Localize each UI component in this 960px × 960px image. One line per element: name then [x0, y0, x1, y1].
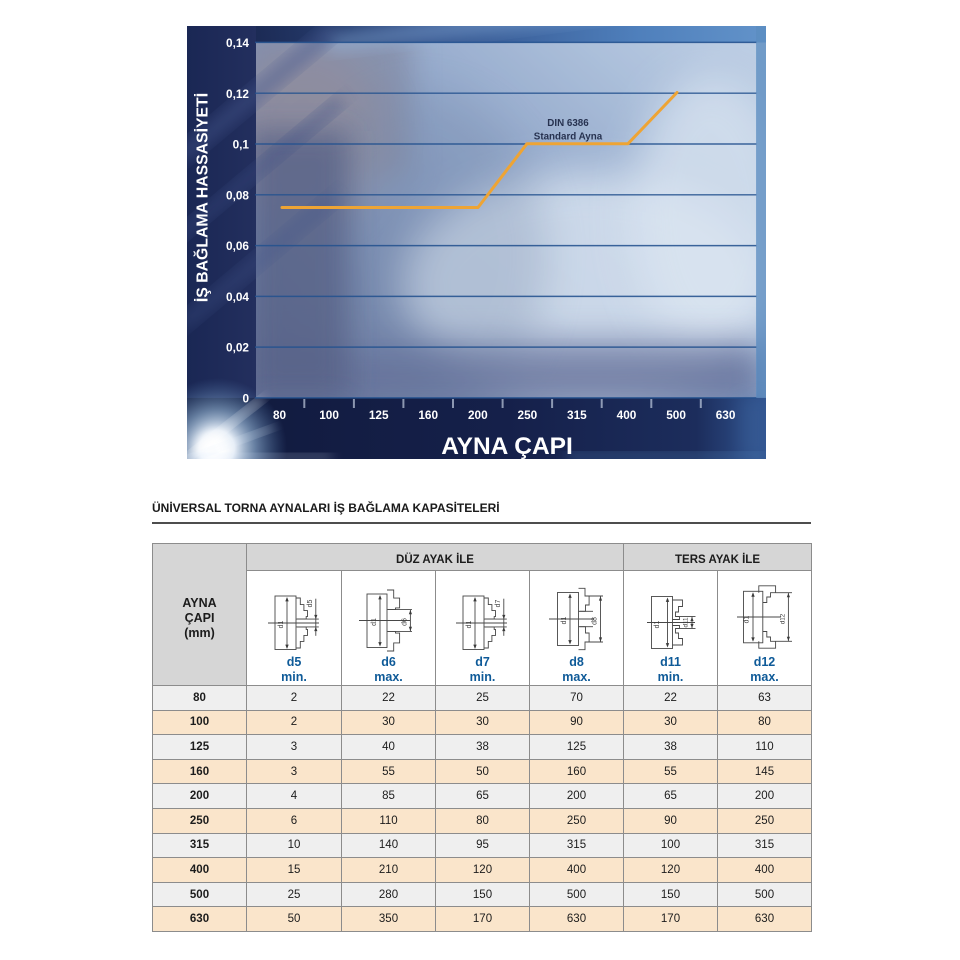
svg-text:d8: d8	[592, 617, 599, 625]
svg-text:Standard Ayna: Standard Ayna	[534, 132, 603, 143]
svg-text:630: 630	[716, 408, 736, 422]
svg-text:DIN 6386: DIN 6386	[547, 118, 589, 129]
svg-text:0: 0	[242, 392, 249, 406]
svg-text:d5: d5	[307, 600, 314, 608]
svg-text:200: 200	[468, 408, 488, 422]
svg-text:0,06: 0,06	[226, 239, 249, 253]
svg-text:d1: d1	[654, 621, 661, 629]
svg-text:d1: d1	[278, 621, 285, 629]
svg-text:0,04: 0,04	[226, 290, 249, 304]
svg-text:125: 125	[369, 408, 389, 422]
svg-text:İŞ BAĞLAMA HASSASİYETİ: İŞ BAĞLAMA HASSASİYETİ	[193, 93, 212, 302]
svg-text:0,1: 0,1	[233, 138, 250, 152]
svg-text:d1: d1	[561, 617, 568, 625]
svg-text:160: 160	[418, 408, 438, 422]
svg-text:0,08: 0,08	[226, 188, 249, 202]
svg-text:100: 100	[319, 408, 339, 422]
svg-text:315: 315	[567, 408, 587, 422]
svg-text:d1: d1	[371, 618, 378, 626]
svg-text:250: 250	[518, 408, 538, 422]
svg-text:0,02: 0,02	[226, 341, 249, 355]
svg-text:0,12: 0,12	[226, 87, 249, 101]
svg-text:d7: d7	[495, 600, 502, 608]
svg-text:d6: d6	[402, 618, 409, 626]
svg-text:400: 400	[617, 408, 637, 422]
svg-text:500: 500	[666, 408, 686, 422]
svg-text:80: 80	[273, 408, 287, 422]
svg-text:AYNA ÇAPI: AYNA ÇAPI	[441, 433, 573, 459]
svg-text:d12: d12	[780, 613, 787, 624]
svg-text:d1: d1	[744, 616, 751, 624]
svg-text:d11: d11	[683, 617, 690, 628]
svg-text:d1: d1	[466, 621, 473, 629]
svg-text:0,14: 0,14	[226, 36, 249, 50]
